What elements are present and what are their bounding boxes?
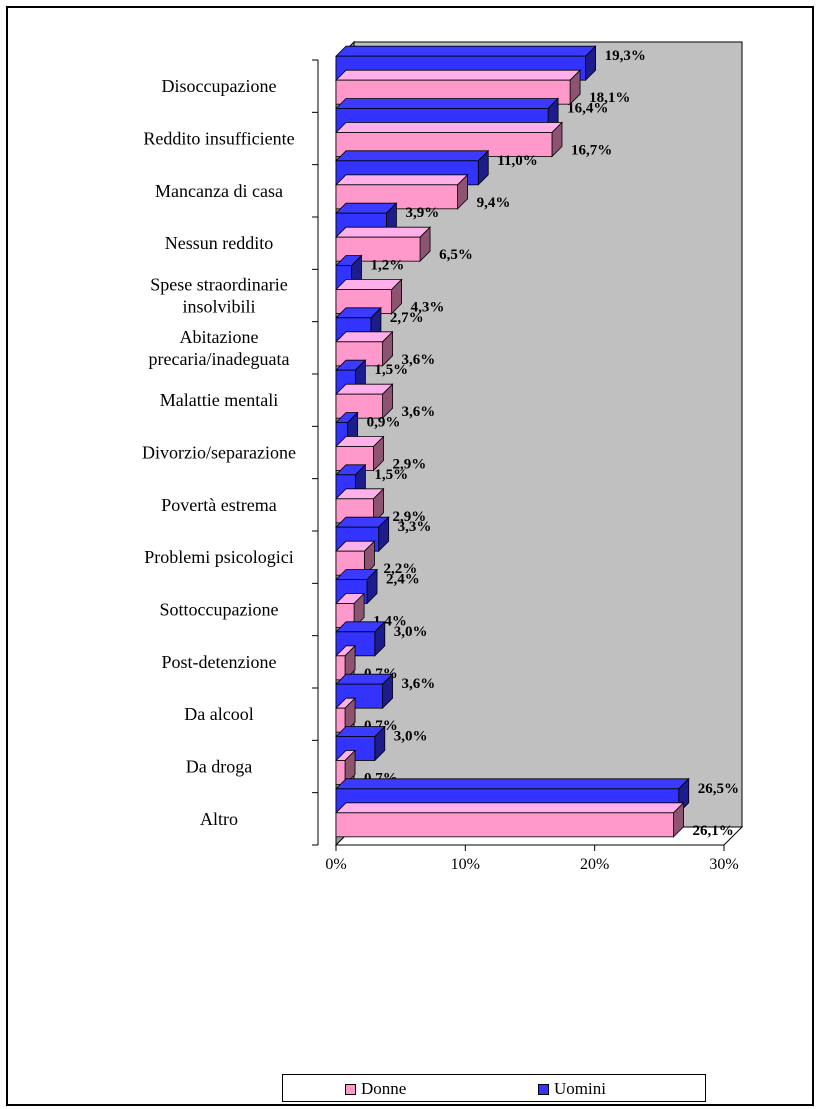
category-label: Sottoccupazione	[160, 600, 279, 620]
category-label: Nessun reddito	[165, 233, 273, 253]
category-label: Altro	[200, 809, 238, 829]
bar-top-donne	[335, 279, 403, 290]
value-label-uomini: 16,4%	[567, 101, 608, 117]
category-label: insolvibili	[182, 297, 255, 317]
bar-top-donne	[335, 69, 582, 81]
category-label: Malattie mentali	[160, 390, 278, 410]
bar-top-donne	[335, 174, 469, 186]
bar-top-uomini	[335, 202, 398, 214]
legend-item-donne: Donne	[345, 1079, 406, 1099]
value-label-uomini: 0,9%	[367, 415, 401, 431]
category-label: precaria/inadeguata	[149, 349, 290, 369]
value-label-uomini: 1,5%	[374, 467, 408, 483]
value-label-donne: 18,1%	[589, 90, 630, 106]
bar-donne	[335, 812, 674, 838]
value-label-donne: 2,9%	[393, 509, 427, 525]
value-label-uomini: 1,2%	[371, 258, 405, 274]
category-label: Da alcool	[184, 704, 253, 724]
bar-top-donne	[335, 122, 563, 133]
value-label-uomini: 19,3%	[605, 48, 646, 64]
bar-donne	[335, 393, 383, 419]
bar-top-uomini	[335, 45, 597, 57]
value-label-uomini: 11,0%	[497, 153, 537, 169]
category-label: Disoccupazione	[162, 76, 277, 96]
value-label-donne: 26,1%	[693, 823, 734, 839]
value-label-uomini: 3,9%	[405, 205, 439, 221]
chart-plot-area: 0% 10% 20% 30% Disoccupazione 19,3% 18,1% Reddi…	[142, 40, 744, 873]
value-tick-label: 30%	[709, 856, 738, 873]
legend-label-uomini: Uomini	[554, 1079, 606, 1098]
category-label: Post-detenzione	[162, 652, 277, 672]
category-label: Spese straordinarie	[150, 275, 287, 295]
category-label: Povertà estrema	[161, 495, 276, 515]
value-label-donne: 9,4%	[477, 195, 511, 211]
value-label-uomini: 2,7%	[390, 310, 424, 326]
category-label: Da droga	[186, 757, 252, 777]
bar-top-uomini	[335, 778, 690, 790]
value-label-uomini: 2,4%	[386, 572, 420, 588]
value-label-uomini: 3,6%	[402, 676, 436, 692]
value-label-uomini: 3,0%	[394, 729, 428, 745]
legend-item-uomini: Uomini	[538, 1079, 606, 1099]
chart-legend: Donne Uomini	[282, 1074, 706, 1102]
value-label-donne: 2,9%	[393, 457, 427, 473]
category-label: Problemi psicologici	[144, 547, 293, 567]
value-label-donne: 3,6%	[402, 352, 436, 368]
value-label-donne: 16,7%	[571, 143, 612, 159]
value-label-donne: 6,5%	[439, 247, 473, 263]
value-label-uomini: 26,5%	[698, 781, 739, 797]
bar-top-donne	[335, 226, 432, 238]
value-tick-label: 0%	[325, 856, 346, 873]
legend-swatch-uomini	[538, 1083, 549, 1095]
category-label: Divorzio/separazione	[142, 443, 296, 463]
bar-top-uomini	[335, 98, 560, 109]
legend-swatch-donne	[345, 1083, 356, 1095]
value-label-donne: 3,6%	[402, 404, 436, 420]
value-label-donne: 4,3%	[411, 300, 445, 316]
value-label-uomini: 3,3%	[398, 519, 432, 535]
legend-label-donne: Donne	[361, 1079, 407, 1098]
category-label: Mancanza di casa	[155, 181, 283, 201]
bar-top-donne	[335, 802, 685, 814]
value-label-donne: 2,2%	[383, 561, 417, 577]
value-label-uomini: 3,0%	[394, 624, 428, 640]
bar-top-uomini	[335, 150, 490, 162]
value-tick-label: 20%	[580, 856, 609, 873]
value-label-uomini: 1,5%	[374, 362, 408, 378]
value-tick-label: 10%	[451, 856, 480, 873]
category-label: Abitazione	[180, 327, 259, 347]
category-label: Reddito insufficiente	[143, 129, 294, 149]
